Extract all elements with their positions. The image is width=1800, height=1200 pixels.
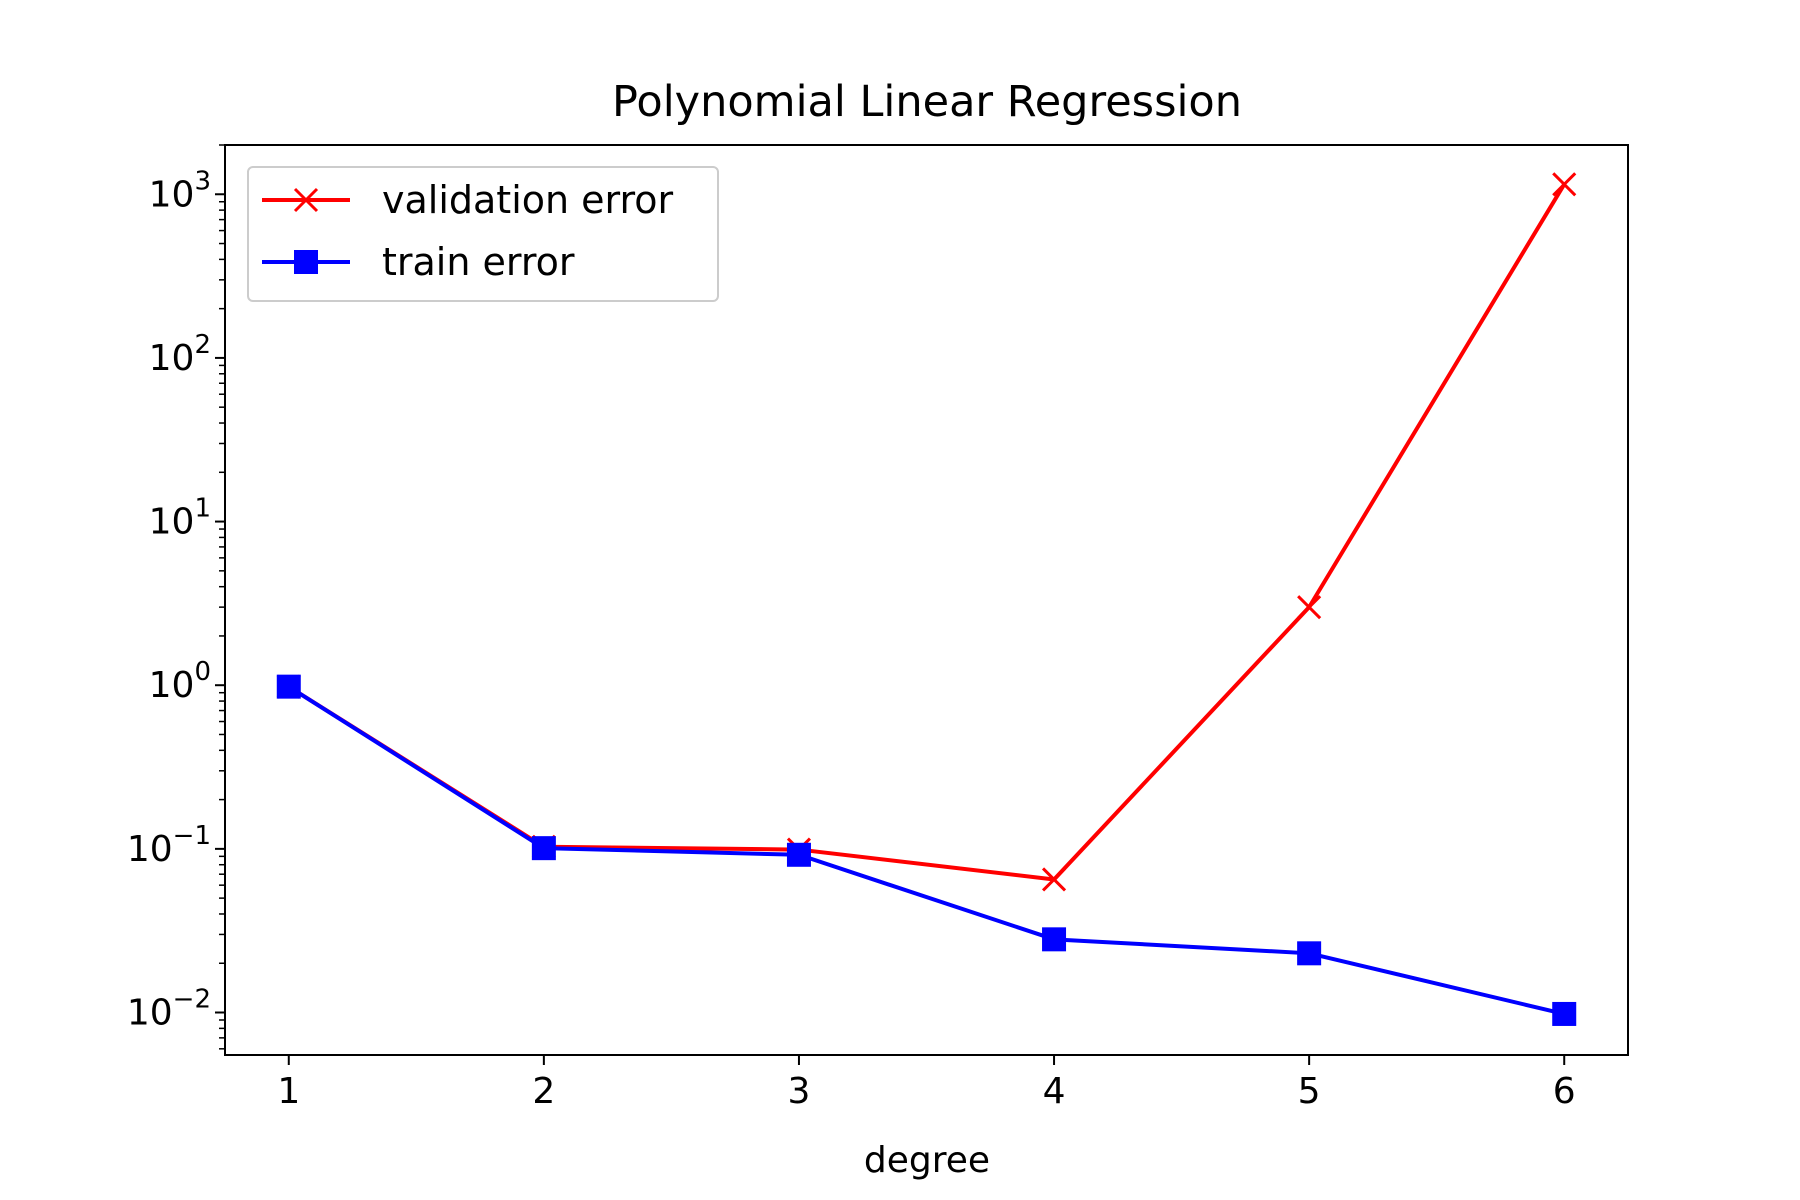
- data-point: [1297, 941, 1322, 966]
- y-tick-label: 101: [149, 494, 211, 543]
- series-1: [276, 674, 1577, 1026]
- y-tick-exponent: −1: [173, 821, 211, 851]
- x-tick-label: 2: [532, 1071, 555, 1112]
- x-axis-label: degree: [864, 1140, 990, 1181]
- data-point: [1297, 595, 1322, 620]
- series-layer: [276, 172, 1577, 1026]
- legend-marker: [294, 250, 318, 274]
- y-tick-base: 10: [127, 829, 173, 870]
- legend-box: [247, 166, 719, 302]
- chart-title: Polynomial Linear Regression: [612, 77, 1242, 127]
- y-tick-base: 10: [149, 665, 195, 706]
- x-tick-label: 6: [1553, 1071, 1576, 1112]
- legend-label: train error: [382, 240, 575, 284]
- y-tick-exponent: 0: [194, 657, 211, 687]
- y-tick-exponent: 1: [194, 494, 211, 524]
- x-tick-label: 3: [788, 1071, 811, 1112]
- x-axis: 1 2 3 4 5 6: [277, 1055, 1576, 1112]
- y-tick-base: 10: [149, 338, 195, 379]
- legend-marker: [293, 187, 319, 213]
- y-tick-label: 10−1: [127, 821, 211, 870]
- y-tick-base: 10: [127, 993, 173, 1034]
- y-tick-label: 102: [149, 330, 211, 379]
- data-point: [276, 674, 301, 699]
- y-tick-base: 10: [149, 174, 195, 215]
- data-point: [1041, 867, 1067, 892]
- data-point: [1552, 1001, 1577, 1026]
- data-point: [531, 836, 556, 861]
- data-point: [1042, 927, 1067, 952]
- y-tick-exponent: 3: [194, 166, 211, 196]
- x-tick-label: 4: [1043, 1071, 1066, 1112]
- series-line: [287, 684, 1565, 1016]
- y-tick-label: 100: [149, 657, 211, 706]
- y-tick-base: 10: [149, 502, 195, 543]
- x-tick-label: 1: [277, 1071, 300, 1112]
- y-tick-exponent: 2: [194, 330, 211, 360]
- y-tick-label: 10−2: [127, 985, 211, 1034]
- legend-item: train error: [262, 240, 575, 284]
- data-point: [1552, 172, 1577, 197]
- legend: validation error train error: [247, 166, 719, 302]
- y-tick-label: 103: [149, 166, 211, 215]
- y-tick-exponent: −2: [173, 985, 211, 1015]
- data-point: [786, 842, 811, 867]
- legend-item: validation error: [262, 178, 674, 222]
- legend-label: validation error: [382, 178, 674, 222]
- x-tick-label: 5: [1298, 1071, 1321, 1112]
